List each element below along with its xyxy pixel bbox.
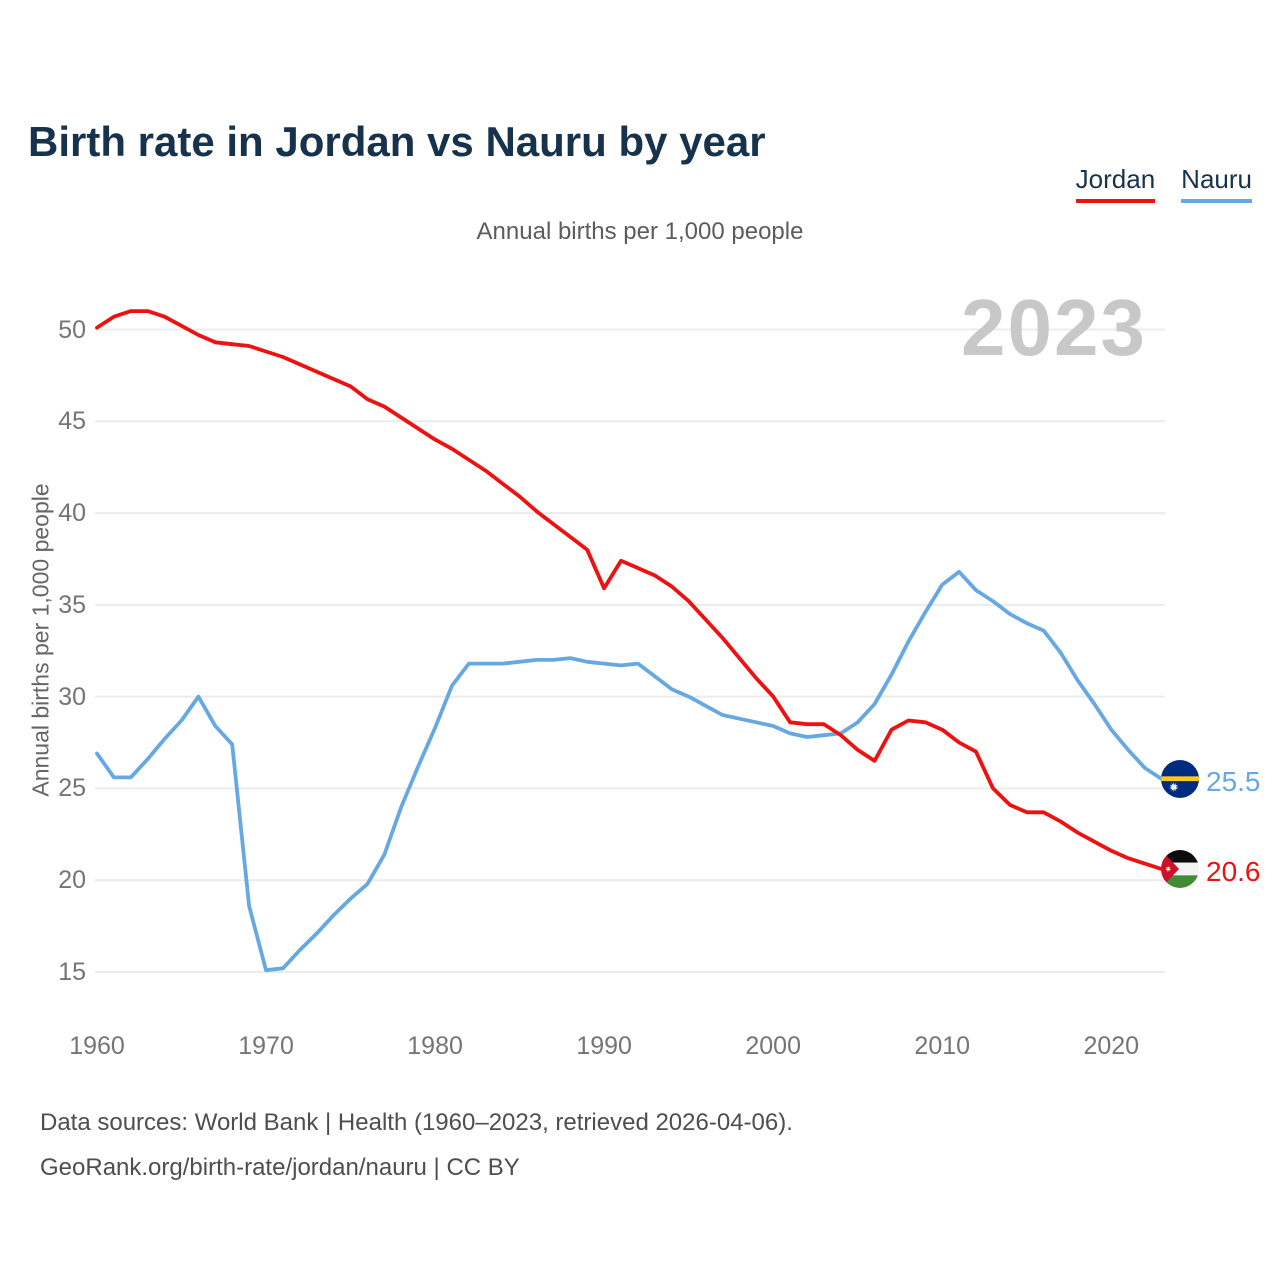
nauru-end-marker: 25.5 <box>1161 760 1261 803</box>
jordan-flag-icon <box>1161 850 1199 893</box>
legend-item-jordan[interactable]: Jordan <box>1075 164 1156 203</box>
legend: Jordan Nauru <box>1075 164 1252 203</box>
legend-item-nauru[interactable]: Nauru <box>1181 164 1252 203</box>
footer-sources: Data sources: World Bank | Health (1960–… <box>40 1109 793 1136</box>
chart-subtitle: Annual births per 1,000 people <box>476 218 804 245</box>
nauru-line <box>95 569 1164 973</box>
nauru-flag-icon <box>1161 760 1199 803</box>
jordan-end-marker: 20.6 <box>1161 850 1261 893</box>
page-title: Birth rate in Jordan vs Nauru by year <box>28 118 766 166</box>
y-axis-label: Annual births per 1,000 people <box>27 483 54 797</box>
jordan-line <box>95 309 1164 872</box>
footer-attribution: GeoRank.org/birth-rate/jordan/nauru | CC… <box>40 1154 520 1181</box>
nauru-end-value: 25.5 <box>1206 765 1261 797</box>
jordan-end-value: 20.6 <box>1206 855 1261 887</box>
watermark-year: 2023 <box>961 283 1147 372</box>
footer: Data sources: World Bank | Health (1960–… <box>40 1100 793 1190</box>
